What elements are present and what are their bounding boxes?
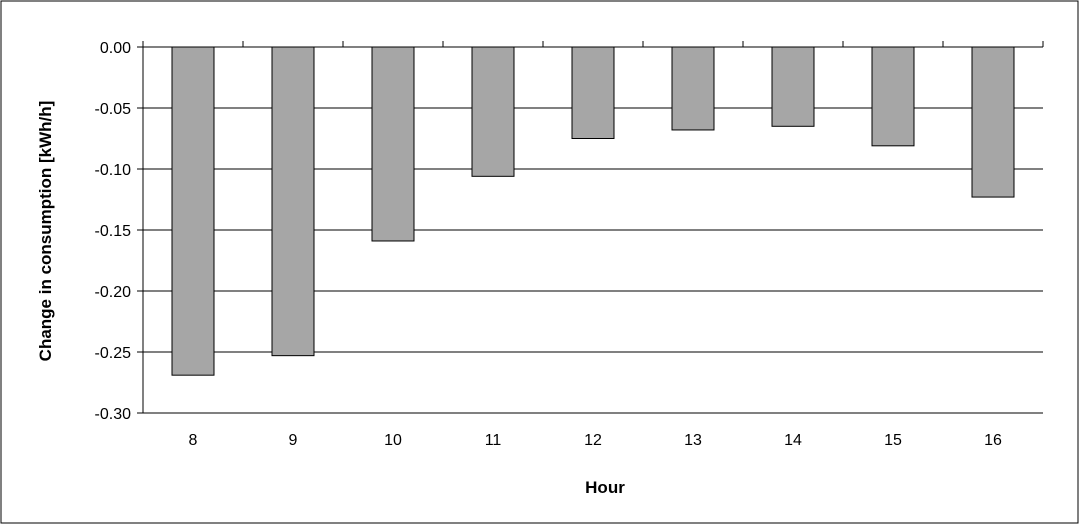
y-axis-title: Change in consumption [kWh/h] — [36, 101, 55, 362]
bar-hour-11 — [471, 46, 515, 177]
x-tick-label: 8 — [189, 432, 198, 449]
x-tick-label: 11 — [485, 432, 502, 449]
bars — [171, 46, 1015, 376]
x-tick-label: 12 — [584, 432, 602, 449]
y-tick-label: -0.30 — [95, 406, 132, 423]
bar-hour-16 — [971, 46, 1015, 198]
x-tick-label: 15 — [884, 432, 902, 449]
bar-hour-14 — [771, 46, 815, 127]
bar-hour-10 — [371, 46, 415, 242]
bar-hour-13 — [671, 46, 715, 131]
y-tick-label: 0.00 — [100, 40, 131, 57]
x-tick-label: 16 — [984, 432, 1002, 449]
y-tick-label: -0.25 — [95, 345, 132, 362]
y-tick-label: -0.10 — [95, 162, 132, 179]
y-tick-label: -0.20 — [95, 284, 132, 301]
bar-hour-9 — [271, 46, 315, 357]
bar-hour-15 — [871, 46, 915, 147]
x-tick-label: 9 — [289, 432, 298, 449]
x-tick-label: 13 — [684, 432, 702, 449]
x-tick-label: 14 — [784, 432, 802, 449]
bar-hour-12 — [571, 46, 615, 139]
axes — [137, 41, 1044, 414]
tick-labels: 0.00 -0.05 -0.10 -0.15 -0.20 -0.25 -0.30 8 9 10 11… — [95, 40, 1002, 449]
bar-hour-8 — [171, 46, 215, 376]
y-tick-label: -0.15 — [95, 223, 132, 240]
y-tick-label: -0.05 — [95, 101, 132, 118]
x-axis-title: Hour — [585, 478, 625, 497]
x-tick-label: 10 — [384, 432, 402, 449]
